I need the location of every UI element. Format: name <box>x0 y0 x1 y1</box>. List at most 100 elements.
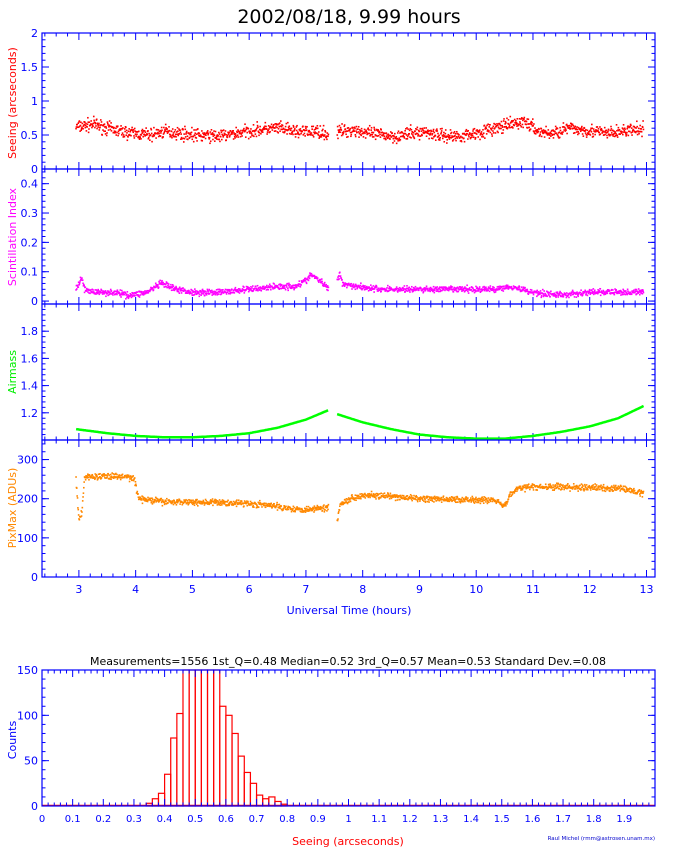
data-point <box>118 292 121 295</box>
data-point <box>190 135 192 138</box>
data-point <box>273 287 276 290</box>
data-point <box>442 288 445 291</box>
data-point <box>83 283 85 286</box>
data-point <box>184 289 187 292</box>
data-point <box>232 130 235 132</box>
data-point <box>529 123 532 125</box>
data-point <box>449 286 452 289</box>
data-point <box>287 508 290 511</box>
data-point <box>290 127 293 130</box>
data-point <box>115 127 117 130</box>
data-point <box>188 136 191 139</box>
data-point <box>367 128 369 130</box>
data-point <box>219 502 221 504</box>
data-point <box>355 125 358 128</box>
data-point <box>218 131 220 134</box>
data-point <box>448 138 451 140</box>
data-point <box>639 289 641 292</box>
data-point <box>316 507 318 510</box>
data-point <box>99 119 102 121</box>
data-point <box>294 284 297 286</box>
data-point <box>181 289 184 292</box>
data-point <box>536 128 539 131</box>
data-point <box>498 122 501 125</box>
data-point <box>587 292 590 295</box>
data-point <box>377 129 380 131</box>
data-point <box>362 132 364 135</box>
data-point <box>346 136 348 138</box>
data-point <box>426 287 429 290</box>
data-point <box>573 126 576 129</box>
data-point <box>545 125 547 128</box>
data-point <box>251 134 254 137</box>
data-point <box>135 291 138 293</box>
data-point <box>456 137 458 139</box>
data-point <box>532 293 535 296</box>
data-point <box>387 290 390 293</box>
data-point <box>321 129 323 132</box>
data-point <box>228 289 230 292</box>
data-point <box>562 295 565 298</box>
data-point <box>547 129 550 131</box>
data-point <box>457 286 459 289</box>
data-point <box>175 288 178 290</box>
data-point <box>502 288 504 290</box>
data-point <box>554 295 557 297</box>
data-point <box>351 286 354 288</box>
data-point <box>285 286 288 288</box>
data-point <box>215 136 218 139</box>
data-point <box>230 289 232 291</box>
data-point <box>283 131 286 134</box>
data-point <box>217 288 219 291</box>
data-point <box>110 478 112 481</box>
data-point <box>540 135 543 138</box>
data-point <box>392 289 395 292</box>
data-point <box>80 510 83 512</box>
data-point <box>100 477 103 479</box>
data-point <box>231 502 234 505</box>
data-point <box>406 290 409 292</box>
data-point <box>359 493 361 495</box>
data-point <box>489 123 491 126</box>
data-point <box>486 124 488 127</box>
data-point <box>526 118 529 120</box>
data-point <box>237 291 240 293</box>
data-point <box>508 123 510 125</box>
data-point <box>342 131 345 134</box>
data-point <box>394 499 397 502</box>
data-point <box>202 133 205 136</box>
data-point <box>397 287 399 290</box>
data-point <box>287 287 289 290</box>
data-point <box>353 130 356 132</box>
data-point <box>195 133 198 136</box>
data-point <box>485 286 487 289</box>
data-point <box>235 134 237 137</box>
data-point <box>350 285 353 287</box>
data-point <box>337 512 340 514</box>
data-point <box>82 127 84 130</box>
data-point <box>304 509 306 512</box>
data-point <box>584 129 586 132</box>
data-point <box>139 496 142 499</box>
data-point <box>551 486 554 489</box>
data-point <box>285 122 288 125</box>
data-point <box>310 132 313 134</box>
data-point <box>254 129 257 132</box>
data-point <box>594 133 596 136</box>
data-point <box>137 493 139 495</box>
data-point <box>454 288 457 291</box>
data-point <box>403 137 406 139</box>
data-point <box>557 135 560 138</box>
data-point <box>571 291 573 294</box>
data-point <box>280 287 282 290</box>
data-point <box>91 126 93 129</box>
data-point <box>438 134 440 137</box>
data-point <box>362 494 365 496</box>
data-point <box>211 498 214 500</box>
data-point <box>529 128 532 130</box>
data-point <box>308 274 311 277</box>
data-point <box>490 497 492 499</box>
data-point <box>467 134 470 136</box>
data-point <box>377 287 380 290</box>
data-point <box>470 288 472 291</box>
